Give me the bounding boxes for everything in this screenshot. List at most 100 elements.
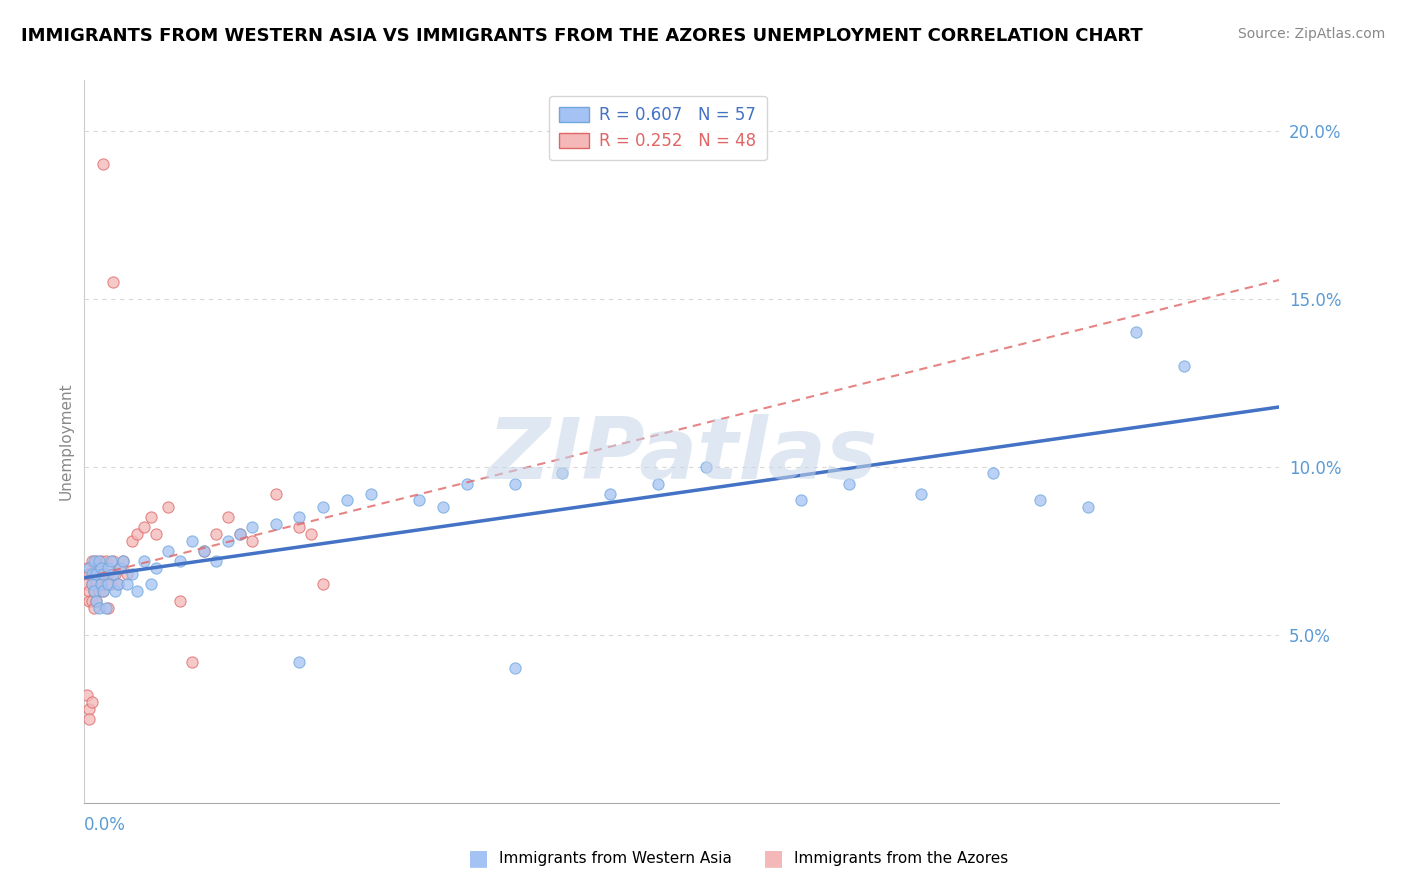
Point: [288, 655, 311, 669]
Point: [94, 577, 117, 591]
Point: [132, 554, 156, 568]
Point: [288, 510, 311, 524]
Point: [141, 510, 163, 524]
Point: [80, 594, 103, 608]
Text: IMMIGRANTS FROM WESTERN ASIA VS IMMIGRANTS FROM THE AZORES UNEMPLOYMENT CORRELAT: IMMIGRANTS FROM WESTERN ASIA VS IMMIGRAN…: [21, 27, 1143, 45]
Point: [117, 567, 139, 582]
Point: [981, 467, 1004, 481]
Point: [288, 520, 311, 534]
Point: [229, 527, 252, 541]
Point: [101, 554, 124, 568]
Point: [87, 584, 110, 599]
Point: [217, 510, 239, 524]
Point: [432, 500, 454, 514]
Point: [107, 577, 129, 591]
Point: [101, 275, 124, 289]
Point: [101, 567, 124, 582]
Point: [111, 554, 134, 568]
Legend: R = 0.607   N = 57, R = 0.252   N = 48: R = 0.607 N = 57, R = 0.252 N = 48: [550, 95, 766, 161]
Point: [86, 594, 108, 608]
Point: [110, 560, 132, 574]
Point: [77, 594, 100, 608]
Point: [240, 533, 263, 548]
Point: [97, 577, 120, 591]
Point: [125, 584, 148, 599]
Point: [1077, 500, 1099, 514]
Point: [125, 527, 148, 541]
Point: [83, 554, 105, 568]
Point: [205, 527, 228, 541]
Point: [157, 500, 180, 514]
Point: [83, 600, 105, 615]
Point: [312, 577, 335, 591]
Point: [80, 577, 103, 591]
Point: [408, 493, 430, 508]
Point: [87, 600, 110, 615]
Point: [121, 567, 143, 582]
Point: [111, 554, 134, 568]
Point: [93, 584, 115, 599]
Point: [205, 554, 228, 568]
Point: [264, 486, 287, 500]
Point: [77, 584, 100, 599]
Point: [77, 702, 100, 716]
Point: [80, 567, 103, 582]
Point: [790, 493, 813, 508]
Point: [193, 543, 215, 558]
Point: [76, 560, 98, 574]
Point: [86, 594, 108, 608]
Point: [86, 554, 108, 568]
Point: [312, 500, 335, 514]
Point: [181, 655, 204, 669]
Point: [87, 567, 110, 582]
Point: [100, 577, 122, 591]
Point: [141, 577, 163, 591]
Y-axis label: Unemployment: Unemployment: [58, 383, 73, 500]
Point: [1029, 493, 1052, 508]
Point: [229, 527, 252, 541]
Point: [90, 577, 112, 591]
Text: ZIPatlas: ZIPatlas: [486, 415, 877, 498]
Point: [121, 533, 143, 548]
Point: [110, 560, 132, 574]
Point: [80, 695, 103, 709]
Point: [301, 527, 323, 541]
Point: [264, 516, 287, 531]
Point: [456, 476, 478, 491]
Point: [838, 476, 860, 491]
Point: [169, 594, 191, 608]
Point: [93, 567, 115, 582]
Point: [132, 520, 156, 534]
Point: [336, 493, 359, 508]
Text: ■: ■: [763, 848, 783, 868]
Point: [93, 567, 115, 582]
Point: [599, 486, 621, 500]
Point: [90, 560, 112, 574]
Point: [503, 476, 526, 491]
Point: [145, 560, 167, 574]
Point: [240, 520, 263, 534]
Point: [77, 567, 100, 582]
Point: [503, 661, 526, 675]
Point: [695, 459, 717, 474]
Point: [107, 577, 129, 591]
Text: 0.0%: 0.0%: [84, 816, 127, 834]
Point: [181, 533, 204, 548]
Point: [551, 467, 574, 481]
Point: [217, 533, 239, 548]
Point: [80, 554, 103, 568]
Point: [360, 486, 382, 500]
Point: [1173, 359, 1195, 373]
Point: [104, 567, 127, 582]
Point: [169, 554, 191, 568]
Point: [93, 584, 115, 599]
Point: [80, 577, 103, 591]
Point: [647, 476, 669, 491]
Text: ■: ■: [468, 848, 488, 868]
Point: [117, 577, 139, 591]
Point: [86, 567, 108, 582]
Point: [86, 577, 108, 591]
Point: [97, 567, 120, 582]
Point: [93, 157, 115, 171]
Point: [90, 554, 112, 568]
